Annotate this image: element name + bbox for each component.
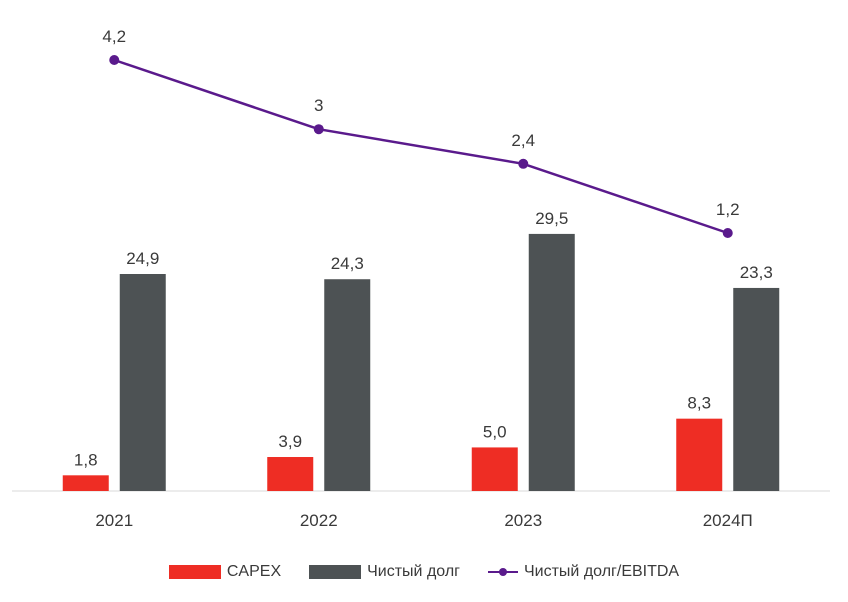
data-label-net-debt-1: 24,9 <box>126 249 159 268</box>
legend-swatch-net-debt <box>309 565 362 579</box>
point-net-debt-ebitda-1 <box>109 55 120 65</box>
bar-capex-3 <box>471 447 518 491</box>
data-label-net-debt-ebitda-1: 4,2 <box>102 27 126 46</box>
legend-item-net-debt-ebitda: Чистый долг/EBITDA <box>488 563 679 581</box>
legend: CAPEX Чистый долг Чистый долг/EBITDA <box>0 563 848 581</box>
legend-item-capex: CAPEX <box>168 563 282 581</box>
data-label-net-debt-2: 24,3 <box>331 254 364 273</box>
data-label-net-debt-ebitda-4: 1,2 <box>716 200 740 219</box>
data-label-capex-2: 3,9 <box>278 432 302 451</box>
x-tick-label-4: 2024П <box>703 511 753 530</box>
legend-swatch-net-debt-ebitda <box>488 565 518 579</box>
bar-net-debt-3 <box>528 233 575 491</box>
legend-swatch-capex <box>168 565 221 579</box>
x-tick-label-3: 2023 <box>504 511 542 530</box>
legend-label-net-debt-ebitda: Чистый долг/EBITDA <box>524 563 680 580</box>
legend-label-capex: CAPEX <box>226 563 282 580</box>
point-net-debt-ebitda-2 <box>313 124 324 135</box>
data-label-net-debt-ebitda-2: 3 <box>314 96 323 115</box>
line-net-debt-ebitda <box>113 58 729 235</box>
bar-net-debt-1 <box>119 274 166 491</box>
data-label-net-debt-ebitda-3: 2,4 <box>511 131 535 150</box>
data-label-net-debt-3: 29,5 <box>535 209 568 228</box>
bar-net-debt-2 <box>324 279 371 491</box>
data-label-net-debt-4: 23,3 <box>740 263 773 282</box>
data-label-capex-1: 1,8 <box>74 450 98 469</box>
data-label-capex-3: 5,0 <box>483 422 507 441</box>
bar-capex-2 <box>267 457 314 491</box>
chart: 1,8 24,9 3,9 24,3 5,0 29,5 8,3 23,3 4,2 3 2,4 1,2 2… <box>12 27 830 530</box>
bar-net-debt-4 <box>733 287 780 491</box>
legend-label-net-debt: Чистый долг <box>367 563 460 580</box>
bar-capex-4 <box>676 418 723 491</box>
legend-item-net-debt: Чистый долг <box>309 563 460 581</box>
data-label-capex-4: 8,3 <box>687 394 711 413</box>
point-net-debt-ebitda-4 <box>722 228 733 238</box>
x-tick-label-1: 2021 <box>95 511 133 530</box>
x-tick-label-2: 2022 <box>300 511 338 530</box>
point-net-debt-ebitda-3 <box>518 158 529 169</box>
bar-capex-1 <box>62 475 109 491</box>
